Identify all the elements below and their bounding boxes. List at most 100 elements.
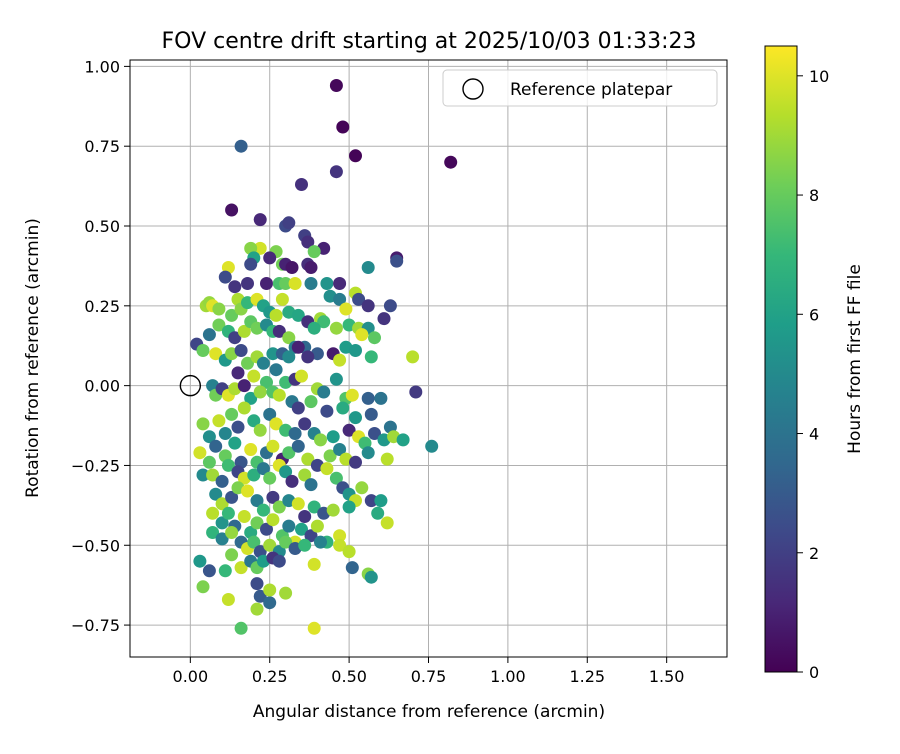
scatter-point	[374, 391, 388, 405]
scatter-point	[225, 526, 239, 539]
x-tick-label: 0.00	[173, 667, 209, 686]
scatter-point	[326, 503, 340, 517]
y-tick-label: −0.50	[71, 536, 120, 555]
x-tick-label: 1.25	[569, 667, 605, 686]
scatter-point	[377, 312, 391, 326]
scatter-point	[209, 439, 223, 453]
scatter-point	[206, 526, 220, 539]
scatter-point	[291, 401, 305, 415]
scatter-point	[279, 586, 293, 600]
colorbar-tick-label: 0	[809, 663, 819, 682]
scatter-point	[215, 516, 229, 530]
scatter-point	[307, 245, 321, 259]
scatter-point	[307, 500, 321, 514]
scatter-point	[371, 506, 385, 520]
scatter-point	[266, 490, 280, 504]
scatter-point	[206, 506, 220, 520]
scatter-point	[361, 299, 375, 313]
scatter-point	[320, 404, 334, 418]
scatter-point	[225, 407, 239, 421]
scatter-point	[209, 347, 223, 361]
scatter-point	[383, 299, 397, 313]
scatter-point	[234, 621, 248, 635]
scatter-point	[202, 455, 216, 469]
colorbar-tick-label: 4	[809, 425, 819, 444]
scatter-point	[310, 519, 324, 533]
scatter-point	[298, 417, 312, 431]
scatter-point	[263, 583, 277, 597]
scatter-point	[368, 427, 381, 440]
scatter-point	[444, 155, 458, 169]
scatter-point	[364, 407, 378, 421]
y-tick-label: 1.00	[84, 57, 120, 76]
scatter-point	[209, 487, 223, 501]
scatter-point	[260, 277, 273, 290]
scatter-point	[380, 516, 394, 530]
scatter-point	[288, 277, 302, 290]
chart-title: FOV centre drift starting at 2025/10/03 …	[162, 29, 697, 54]
scatter-point	[320, 277, 334, 290]
scatter-point	[282, 350, 296, 364]
scatter-point	[304, 277, 318, 290]
scatter-point	[253, 589, 267, 603]
scatter-point	[333, 277, 347, 290]
scatter-point	[279, 465, 293, 479]
scatter-point	[196, 417, 210, 431]
scatter-point	[253, 385, 267, 399]
scatter-point	[215, 497, 229, 511]
scatter-points	[190, 79, 458, 635]
scatter-point	[368, 331, 381, 345]
scatter-point	[272, 500, 286, 514]
scatter-point	[282, 519, 296, 533]
scatter-point	[250, 577, 264, 591]
scatter-point	[342, 423, 356, 437]
scatter-point	[361, 391, 375, 405]
scatter-point	[218, 427, 232, 440]
scatter-point	[320, 462, 334, 476]
scatter-point	[314, 535, 327, 549]
scatter-point	[225, 548, 239, 562]
scatter-point	[237, 510, 251, 523]
scatter-point	[396, 433, 410, 447]
scatter-point	[256, 503, 270, 517]
scatter-point	[295, 178, 308, 191]
scatter-point	[304, 261, 318, 274]
scatter-point	[247, 468, 261, 482]
scatter-point	[221, 593, 235, 606]
legend-label-reference: Reference platepar	[510, 80, 672, 100]
scatter-point	[263, 596, 277, 610]
scatter-point	[193, 554, 207, 568]
scatter-point	[260, 522, 273, 536]
scatter-point	[409, 385, 423, 399]
scatter-point	[323, 449, 337, 463]
scatter-point	[244, 257, 258, 271]
scatter-point	[364, 570, 378, 584]
x-tick-label: 0.50	[331, 667, 367, 686]
scatter-point	[266, 439, 280, 453]
scatter-point	[202, 328, 216, 342]
scatter-point	[282, 331, 296, 345]
colorbar-tick-label: 6	[809, 305, 819, 324]
scatter-point	[307, 557, 321, 571]
scatter-point	[361, 261, 375, 274]
scatter-point	[336, 120, 350, 134]
y-tick-label: 0.25	[84, 297, 120, 316]
scatter-point	[212, 414, 226, 428]
scatter-point	[361, 446, 375, 460]
scatter-point	[253, 213, 267, 227]
scatter-point	[301, 452, 315, 466]
scatter-point	[275, 292, 289, 306]
colorbar-tick-label: 8	[809, 186, 819, 205]
scatter-point	[279, 277, 293, 290]
scatter-point	[218, 564, 232, 578]
scatter-point	[237, 401, 251, 415]
scatter-point	[221, 506, 235, 520]
legend-marker-reference	[462, 78, 484, 100]
scatter-point	[234, 561, 248, 575]
scatter-point	[269, 308, 283, 322]
scatter-point	[215, 532, 229, 546]
scatter-point	[336, 401, 350, 415]
scatter-point	[206, 468, 220, 482]
scatter-point	[218, 270, 232, 284]
scatter-point	[317, 385, 331, 399]
